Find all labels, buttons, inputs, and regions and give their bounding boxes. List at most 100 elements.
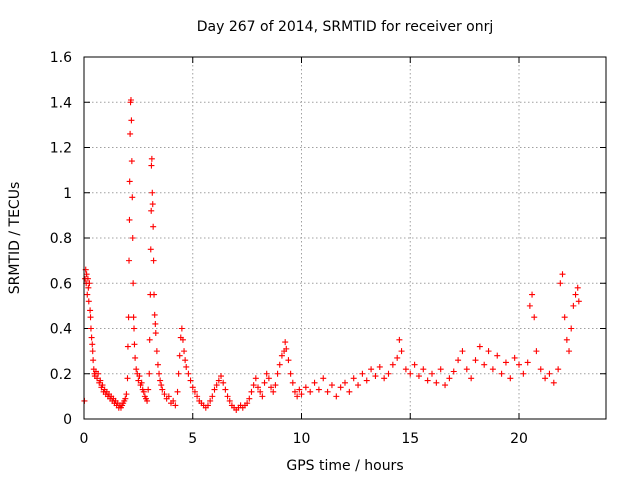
data-point — [572, 291, 579, 298]
data-point — [307, 388, 314, 395]
data-point — [526, 302, 533, 309]
data-point — [511, 354, 518, 361]
data-point — [359, 370, 366, 377]
data-point — [424, 377, 431, 384]
data-point — [191, 388, 198, 395]
data-point — [129, 235, 136, 241]
data-point — [127, 96, 134, 103]
data-point — [130, 280, 137, 287]
data-point — [282, 339, 289, 346]
data-point — [157, 377, 164, 384]
data-point — [148, 162, 155, 169]
data-point — [133, 366, 140, 373]
data-point — [138, 379, 145, 386]
x-axis-title: GPS time / hours — [286, 458, 403, 474]
data-point — [385, 370, 392, 377]
data-point — [148, 155, 155, 162]
data-point — [250, 382, 257, 389]
data-point — [459, 348, 466, 355]
data-point — [507, 375, 514, 382]
data-point — [561, 314, 568, 321]
data-point — [381, 375, 388, 382]
data-point — [90, 357, 97, 364]
data-point — [130, 314, 137, 321]
data-point — [294, 393, 301, 400]
plot-frame — [83, 56, 607, 420]
data-point — [170, 397, 177, 404]
data-point — [152, 330, 159, 337]
data-point — [135, 377, 142, 384]
y-tick-label: 0 — [63, 412, 72, 428]
data-point — [89, 348, 96, 355]
data-point — [429, 370, 435, 377]
data-point — [218, 373, 225, 380]
y-tick-label: 0.6 — [50, 276, 72, 292]
axis-ticks: 0 0.2 0.4 0.6 0.8 1 1.2 1.4 1.6 0 5 10 15 20 — [50, 50, 606, 447]
data-point — [376, 363, 383, 370]
data-point — [99, 382, 106, 389]
data-point — [222, 386, 229, 393]
data-point — [557, 280, 564, 287]
data-point — [209, 393, 216, 400]
data-point — [151, 291, 158, 298]
data-point — [276, 361, 283, 368]
data-point — [283, 345, 290, 352]
data-point — [220, 379, 227, 386]
data-point — [124, 343, 131, 350]
data-point — [140, 388, 147, 395]
chart-title: Day 267 of 2014, SRMTID for receiver onr… — [197, 19, 494, 35]
data-point — [463, 366, 470, 373]
data-point — [128, 117, 135, 124]
data-point — [433, 379, 440, 386]
data-point — [324, 388, 331, 395]
data-point — [84, 275, 91, 282]
data-point — [185, 370, 192, 377]
data-point — [129, 194, 136, 201]
data-point — [187, 377, 194, 384]
data-point — [296, 386, 303, 393]
data-point — [555, 366, 562, 373]
data-point — [246, 395, 253, 402]
data-point — [411, 361, 418, 368]
data-point — [542, 375, 549, 382]
data-point — [442, 382, 449, 389]
data-point — [128, 158, 135, 165]
data-point — [274, 370, 281, 377]
data-point — [88, 334, 95, 341]
data-point — [97, 377, 104, 384]
y-tick-label: 0.4 — [50, 322, 72, 338]
data-point — [287, 370, 294, 377]
data-point — [172, 402, 179, 409]
data-point — [148, 207, 155, 214]
data-point — [278, 352, 285, 359]
data-point — [489, 366, 496, 373]
data-point — [146, 370, 153, 377]
data-point — [415, 373, 422, 380]
data-point — [298, 391, 305, 398]
data-point — [215, 377, 222, 384]
data-point — [563, 336, 570, 343]
data-point — [272, 382, 279, 389]
data-point — [263, 370, 270, 377]
data-point — [131, 325, 138, 332]
data-point — [182, 357, 189, 364]
data-point — [315, 386, 322, 393]
data-point — [257, 388, 264, 395]
x-tick-label: 15 — [401, 431, 419, 447]
data-point — [86, 280, 93, 287]
data-point — [176, 352, 183, 359]
data-point — [85, 284, 92, 291]
data-point — [455, 357, 462, 364]
data-point — [224, 393, 231, 400]
x-tick-label: 20 — [510, 431, 528, 447]
data-point — [389, 361, 396, 368]
data-point — [270, 388, 277, 395]
data-point — [122, 395, 129, 402]
data-point — [533, 348, 540, 355]
data-point — [255, 384, 261, 391]
data-point — [145, 386, 152, 393]
data-point — [268, 384, 275, 391]
data-point — [437, 366, 444, 373]
data-point — [194, 393, 201, 400]
y-tick-label: 1 — [63, 186, 72, 202]
